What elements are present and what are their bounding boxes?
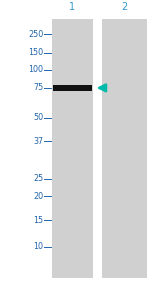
Bar xyxy=(52,85,92,91)
Text: 1: 1 xyxy=(69,2,75,12)
Text: 150: 150 xyxy=(28,48,44,57)
Text: 2: 2 xyxy=(121,2,128,12)
Bar xyxy=(102,19,147,278)
Text: 100: 100 xyxy=(28,65,44,74)
Text: 250: 250 xyxy=(28,30,44,39)
Text: 50: 50 xyxy=(33,113,43,122)
Text: 10: 10 xyxy=(33,242,44,251)
Text: 15: 15 xyxy=(33,216,43,225)
Text: 75: 75 xyxy=(33,84,43,92)
Text: 20: 20 xyxy=(33,192,43,201)
Bar xyxy=(52,19,93,278)
Text: 25: 25 xyxy=(33,174,43,183)
Text: 37: 37 xyxy=(33,137,43,146)
